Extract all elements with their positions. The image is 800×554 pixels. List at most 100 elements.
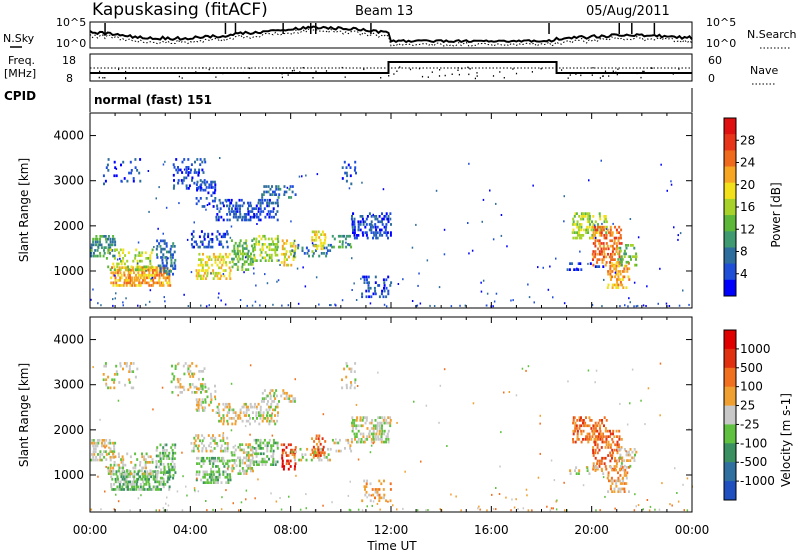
velocity-colorbar-swatch-8 bbox=[724, 481, 736, 501]
velocity-cell-1257 bbox=[580, 432, 583, 436]
power-cell-307 bbox=[159, 270, 162, 273]
power-cell-1079 bbox=[365, 231, 368, 234]
velocity-noise-134 bbox=[491, 493, 493, 496]
power-noise-187 bbox=[659, 267, 661, 270]
velocity-cell-27 bbox=[98, 439, 101, 442]
power-cell-1518 bbox=[598, 265, 601, 268]
power-cell-421 bbox=[187, 171, 190, 174]
power-cell-709 bbox=[195, 269, 198, 272]
power-noise-98 bbox=[547, 288, 550, 291]
power-noise-143 bbox=[187, 305, 190, 307]
velocity-noise-15 bbox=[537, 476, 540, 479]
nave-dot-79 bbox=[125, 70, 127, 73]
power-noise-97 bbox=[205, 305, 208, 308]
power-cell-269 bbox=[134, 257, 137, 260]
velocity-cell-664 bbox=[197, 434, 200, 437]
velocity-cell-1142 bbox=[378, 427, 381, 430]
velocity-cell-626 bbox=[273, 400, 276, 403]
power-colorbar-tick-label-4: 12 bbox=[740, 222, 755, 236]
power-cell-1212 bbox=[573, 215, 576, 218]
velocity-cell-1203 bbox=[365, 482, 368, 486]
velocity-cell-147 bbox=[142, 488, 145, 491]
power-cell-398 bbox=[175, 168, 178, 172]
power-cell-996 bbox=[316, 247, 319, 251]
velocity-noise-60 bbox=[387, 500, 389, 503]
power-cell-1201 bbox=[389, 284, 392, 287]
velocity-cell-810 bbox=[230, 451, 233, 454]
power-cell-1101 bbox=[374, 225, 377, 229]
power-cell-878 bbox=[260, 251, 263, 254]
power-noise-138 bbox=[489, 189, 491, 192]
power-cell-17 bbox=[96, 249, 99, 252]
velocity-cell-1147 bbox=[380, 438, 383, 441]
power-cell-839 bbox=[245, 252, 248, 256]
velocity-noise-180 bbox=[140, 494, 142, 497]
power-cell-1152 bbox=[350, 182, 353, 186]
velocity-cell-499 bbox=[218, 411, 221, 414]
velocity-cell-1195 bbox=[354, 362, 357, 365]
velocity-noise-198 bbox=[553, 479, 556, 482]
velocity-noise-45 bbox=[595, 509, 597, 512]
velocity-cell-1499 bbox=[629, 453, 632, 457]
velocity-noise-166 bbox=[555, 500, 557, 503]
velocity-cell-514 bbox=[226, 414, 229, 417]
velocity-noise-117 bbox=[129, 509, 131, 512]
power-cell-230 bbox=[168, 279, 171, 282]
power-cell-1325 bbox=[598, 239, 601, 243]
velocity-cell-759 bbox=[212, 456, 215, 460]
velocity-cell-900 bbox=[259, 444, 262, 447]
power-cell-1105 bbox=[376, 236, 379, 240]
velocity-cell-606 bbox=[276, 414, 279, 417]
velocity-colorbar-tick-label-6: -500 bbox=[740, 455, 767, 469]
velocity-cell-80 bbox=[119, 480, 122, 484]
power-cell-840 bbox=[245, 247, 248, 250]
power-cell-1192 bbox=[383, 284, 386, 287]
velocity-cell-1349 bbox=[598, 459, 601, 463]
velocity-cell-879 bbox=[253, 460, 256, 464]
nave-dot-55 bbox=[672, 73, 674, 75]
power-cell-598 bbox=[266, 201, 269, 205]
power-cell-544 bbox=[238, 198, 241, 202]
power-cell-814 bbox=[236, 247, 239, 250]
power-noise-35 bbox=[148, 300, 151, 303]
power-cell-10 bbox=[94, 254, 97, 258]
velocity-noise-123 bbox=[182, 475, 184, 478]
velocity-colorbar-tick-label-7: -1000 bbox=[740, 474, 775, 488]
velocity-cell-524 bbox=[230, 417, 233, 420]
power-cell-833 bbox=[243, 252, 246, 256]
power-cell-1464 bbox=[625, 286, 628, 289]
velocity-noise-118 bbox=[479, 508, 481, 511]
power-cell-785 bbox=[229, 277, 232, 280]
velocity-cell-1216 bbox=[378, 499, 381, 503]
power-noise-52 bbox=[293, 239, 296, 242]
power-cell-972 bbox=[311, 254, 314, 258]
velocity-cell-181 bbox=[152, 470, 155, 473]
power-cell-435 bbox=[195, 171, 198, 174]
power-noise-129 bbox=[151, 276, 154, 279]
velocity-cell-1091 bbox=[360, 424, 363, 428]
freq-tick-bottom: 8 bbox=[66, 72, 73, 85]
power-cell-701 bbox=[224, 232, 227, 236]
velocity-cell-688 bbox=[216, 444, 219, 448]
power-cell-254 bbox=[119, 248, 122, 252]
velocity-cell-57 bbox=[114, 441, 117, 445]
velocity-cell-582 bbox=[264, 417, 267, 420]
power-cell-524 bbox=[232, 215, 235, 219]
velocity-cell-29 bbox=[101, 453, 104, 456]
velocity-cell-493 bbox=[214, 390, 217, 393]
power-noise-216 bbox=[137, 241, 140, 244]
velocity-cell-1160 bbox=[383, 416, 386, 419]
power-cell-1078 bbox=[365, 234, 368, 237]
velocity-noise-28 bbox=[185, 485, 187, 488]
velocity-cell-701 bbox=[224, 442, 227, 445]
power-cell-772 bbox=[220, 255, 223, 259]
power-cell-1395 bbox=[616, 231, 619, 234]
power-cell-32 bbox=[103, 251, 106, 255]
velocity-cell-611 bbox=[261, 397, 264, 400]
velocity-cell-1068 bbox=[351, 421, 353, 425]
velocity-cell-1108 bbox=[365, 416, 368, 419]
velocity-cell-1055 bbox=[338, 438, 341, 442]
power-cell-288 bbox=[145, 265, 148, 269]
velocity-cell-1309 bbox=[601, 440, 604, 444]
power-cell-1263 bbox=[591, 220, 593, 224]
